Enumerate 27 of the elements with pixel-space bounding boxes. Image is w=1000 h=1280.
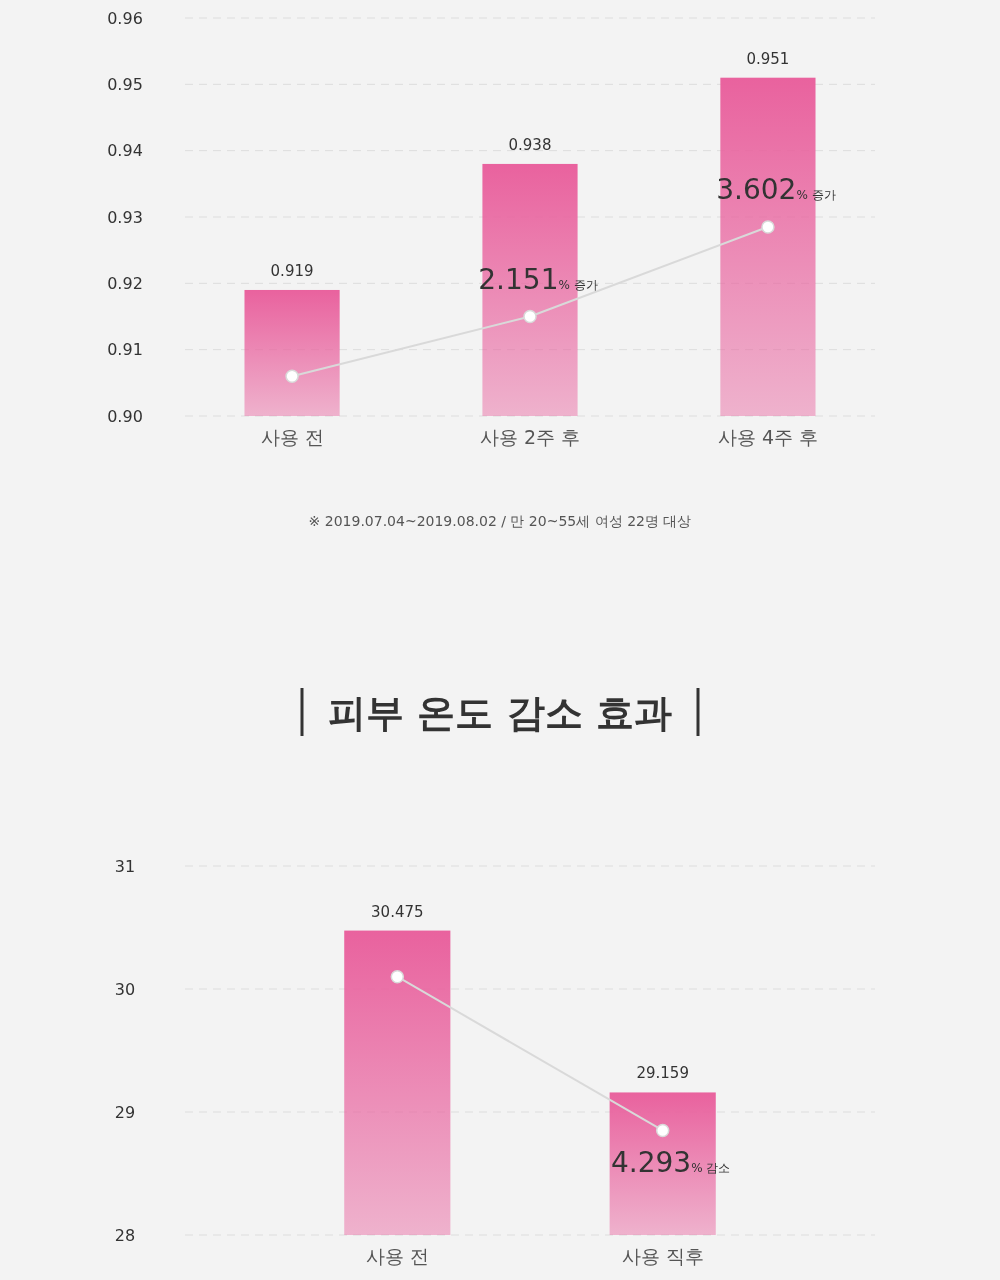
x-tick-label: 사용 전 [260,426,324,448]
x-tick-label: 사용 2주 후 [479,426,581,448]
data-label: 0.951 [746,49,790,68]
data-label: 29.159 [636,1064,689,1083]
x-tick-label: 사용 전 [365,1245,429,1267]
data-label: 30.475 [371,902,424,921]
point [285,369,299,383]
x-tick-label: 사용 4주 후 [717,426,819,448]
y-tick-label: 0.93 [107,207,143,227]
y-tick-label: 0.91 [107,340,143,360]
x-tick-label: 사용 직후 [621,1245,704,1267]
y-tick-label: 0.94 [107,141,143,161]
y-tick-label: 28 [114,1225,136,1245]
y-tick-label: 29 [114,1102,136,1122]
data-label: 0.938 [508,135,552,154]
chart-title: 피부 온도 감소 효과 [328,691,672,735]
y-tick-label: 0.96 [107,8,143,28]
y-tick-label: 0.90 [107,406,143,426]
y-tick-label: 0.92 [107,273,143,293]
text: ※ 2019.07.04~2019.08.02 / 만 20~55세 여성 22명 대상 [308,513,692,529]
point [523,309,537,324]
data-label: 0.919 [270,261,314,280]
point [761,220,775,234]
y-tick-label: 31 [114,856,136,876]
y-tick-label: 30 [114,979,136,999]
y-tick-label: 0.95 [107,74,143,94]
annotation: 4.293% 감소 [611,1146,731,1180]
